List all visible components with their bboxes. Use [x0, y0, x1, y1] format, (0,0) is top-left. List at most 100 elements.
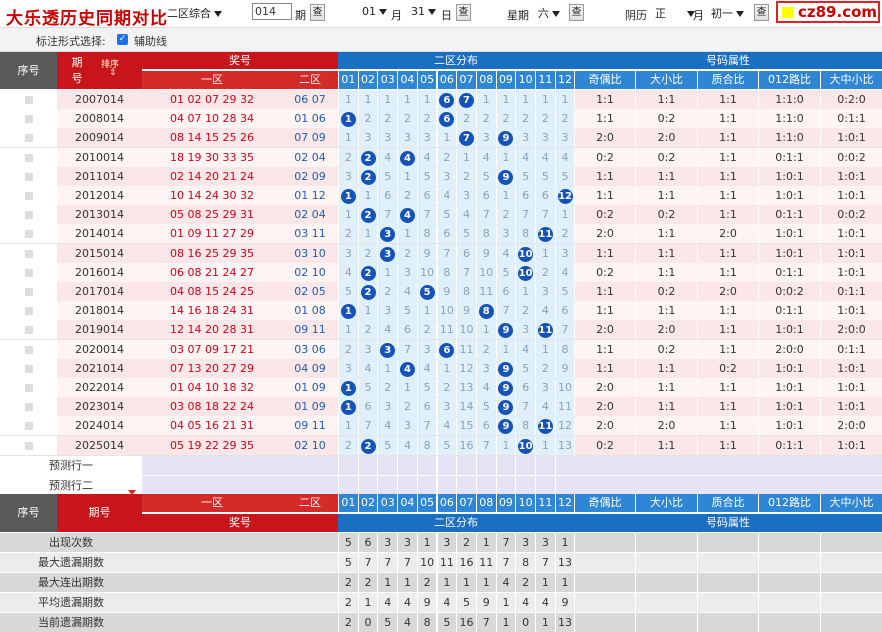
row-attr-cell: 1:1	[636, 378, 697, 397]
dist-number-header: 10	[516, 71, 535, 89]
stat-value: 4	[398, 613, 417, 632]
stat-value: 13	[555, 553, 575, 572]
stat-zone1-empty	[142, 613, 282, 632]
row-attr-cell: 0:2	[636, 148, 697, 167]
expand-arrow-icon[interactable]	[128, 490, 136, 495]
miss-count: 2	[364, 247, 372, 260]
stat-zone2-empty	[282, 573, 338, 592]
dist-cell: 11	[536, 416, 555, 435]
dist-cell: 5	[417, 282, 437, 301]
miss-count: 8	[463, 285, 471, 298]
hit-ball: 3	[380, 247, 396, 262]
lunar-month-unit: 月	[693, 9, 704, 22]
issue-query-button[interactable]: 查	[310, 4, 325, 21]
hit-ball: 11	[537, 419, 553, 434]
site-logo[interactable]: cz89.com	[776, 1, 880, 23]
stat-attr-empty	[759, 593, 820, 612]
footer-dist-number: 05	[417, 494, 437, 512]
row-zone1-numbers: 03 07 09 17 21	[142, 340, 282, 359]
row-attr-cell: 0:1:1	[821, 340, 882, 359]
footer-dist-number: 09	[496, 494, 516, 512]
miss-count: 5	[541, 170, 549, 183]
dist-cell: 1	[417, 90, 437, 109]
miss-count: 1	[384, 362, 392, 375]
miss-count: 9	[443, 285, 451, 298]
miss-count: 2	[541, 112, 549, 125]
row-period: 2007014	[57, 90, 142, 109]
row-attr-cell: 1:1	[636, 224, 697, 243]
dist-cell: 6	[437, 109, 457, 128]
dist-cell: 2	[378, 282, 398, 301]
row-attr-cell: 2:0	[698, 282, 758, 301]
row-attr-cell: 1:1	[698, 205, 758, 224]
dist-cell: 2	[339, 148, 358, 167]
miss-count: 4	[443, 419, 451, 432]
miss-count: 7	[561, 323, 569, 336]
dist-cell: 6	[536, 186, 555, 205]
dist-cell: 5	[476, 397, 496, 416]
lunar-query-button[interactable]: 查	[754, 4, 769, 21]
dist-cell: 14	[457, 397, 476, 416]
row-zone1-numbers: 01 09 11 27 29	[142, 224, 282, 243]
row-zone2-numbers: 01 06	[282, 109, 338, 128]
weekday-query-button[interactable]: 查	[569, 4, 584, 21]
zone-select[interactable]: 二区综合	[167, 5, 222, 21]
dist-number-header: 07	[457, 71, 476, 89]
row-zone1-numbers: 08 14 15 25 26	[142, 128, 282, 147]
dist-number-header: 08	[476, 71, 496, 89]
miss-count: 2	[384, 285, 392, 298]
dist-cell: 1	[378, 359, 398, 378]
row-zone2-numbers: 02 04	[282, 205, 338, 224]
miss-count: 1	[443, 362, 451, 375]
day-select[interactable]: 31	[411, 5, 436, 21]
dist-cell: 2	[457, 109, 476, 128]
miss-count: 2	[561, 112, 569, 125]
miss-count: 4	[403, 285, 411, 298]
date-query-button[interactable]: 查	[456, 4, 471, 21]
dist-cell: 2	[358, 263, 378, 282]
stat-zone2-empty	[282, 553, 338, 572]
dist-cell: 3	[378, 128, 398, 147]
miss-count: 4	[561, 151, 569, 164]
dist-cell: 6	[516, 378, 535, 397]
miss-count: 3	[541, 131, 549, 144]
row-attr-cell: 1:0:1	[821, 186, 882, 205]
chevron-down-icon	[552, 11, 560, 17]
dist-cell: 2	[496, 109, 516, 128]
hit-ball: 9	[498, 323, 514, 338]
miss-count: 7	[403, 343, 411, 356]
month-select[interactable]: 01	[362, 5, 387, 21]
miss-count: 8	[443, 266, 451, 279]
dist-cell: 1	[496, 186, 516, 205]
dist-cell: 4	[536, 397, 555, 416]
miss-count: 2	[522, 112, 530, 125]
dist-cell: 5	[516, 359, 535, 378]
dist-cell: 16	[457, 436, 476, 455]
row-attr-cell: 0:2	[575, 205, 635, 224]
lunar-month-select[interactable]: 正	[655, 5, 695, 21]
lunar-label: 阴历	[625, 9, 647, 22]
issue-input[interactable]: 014	[252, 3, 292, 20]
sort-button[interactable]: 排序	[101, 60, 120, 70]
miss-count: 1	[403, 227, 411, 240]
row-attr-cell: 1:0:1	[759, 186, 820, 205]
row-attr-cell: 1:0:1	[759, 397, 820, 416]
dist-cell: 1	[398, 167, 417, 186]
predict-row-1-dist	[339, 456, 358, 475]
miss-count: 4	[384, 323, 392, 336]
dist-cell: 2	[378, 378, 398, 397]
sort-arrows-icon[interactable]: ⇕	[109, 68, 117, 78]
col-seq-header: 序号	[0, 52, 57, 89]
lunar-day-select[interactable]: 初一	[711, 5, 744, 21]
helper-line-checkbox[interactable]: ✓	[117, 34, 128, 45]
dist-cell: 6	[457, 244, 476, 263]
dist-cell: 10	[516, 436, 535, 455]
miss-count: 4	[482, 151, 490, 164]
stat-value: 4	[516, 593, 535, 612]
stat-attr-empty	[636, 533, 697, 552]
stat-value: 7	[358, 553, 378, 572]
dist-cell: 6	[496, 282, 516, 301]
row-period: 2020014	[57, 340, 142, 359]
row-zone2-numbers: 02 10	[282, 263, 338, 282]
weekday-select[interactable]: 六	[538, 5, 560, 21]
